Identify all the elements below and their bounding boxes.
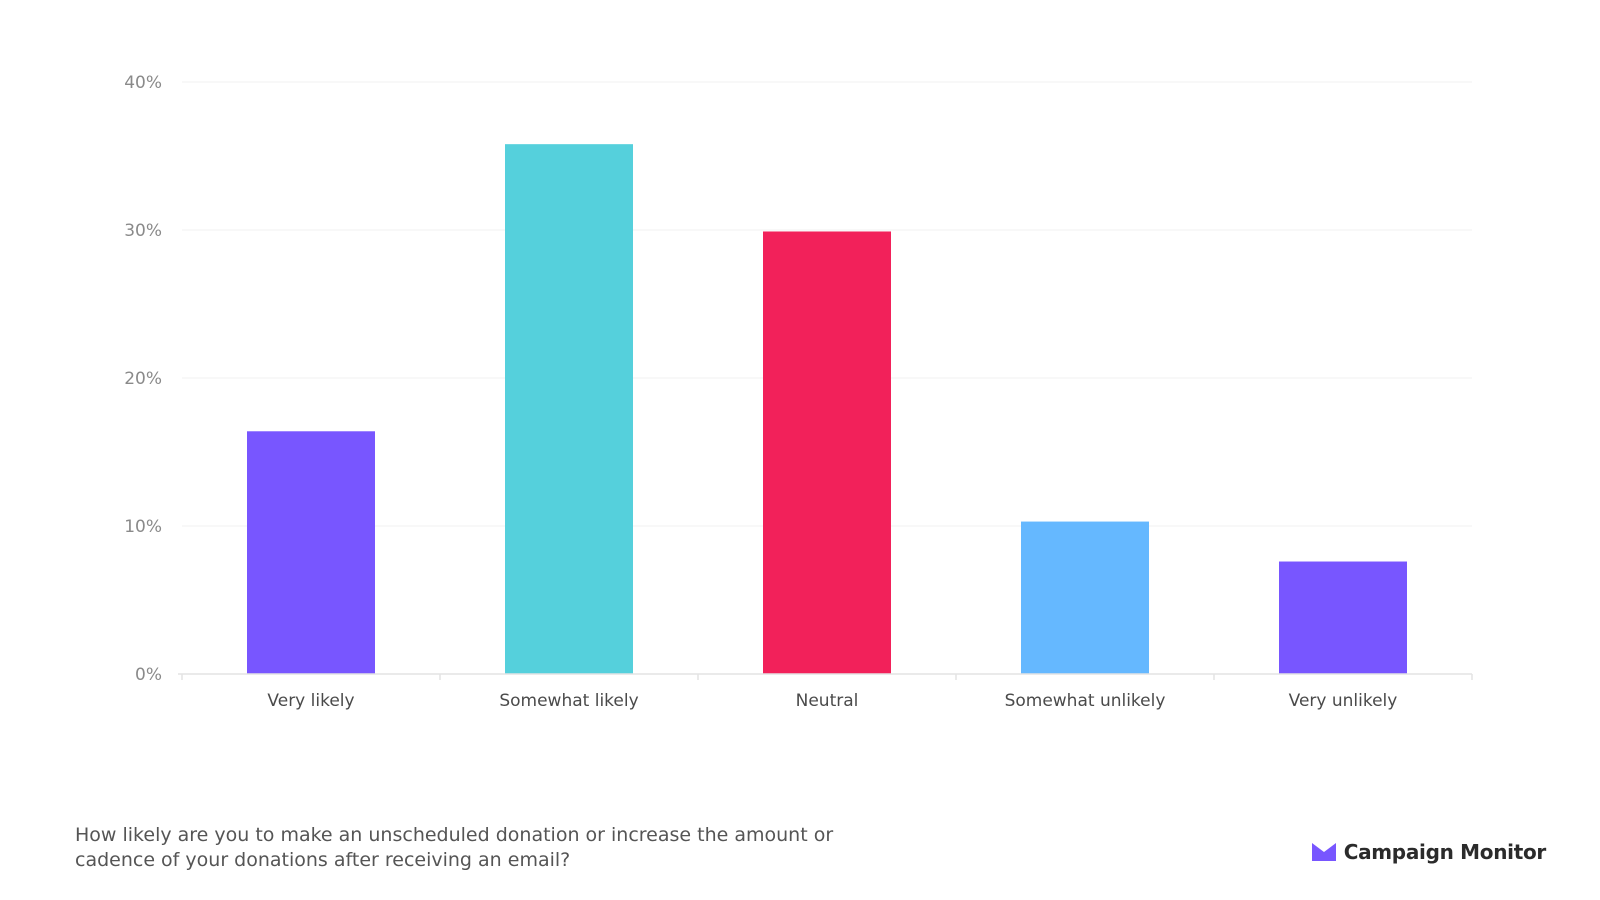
y-tick-label: 0% xyxy=(135,665,162,685)
bar xyxy=(505,144,633,674)
x-category-label: Neutral xyxy=(796,691,859,711)
chart-caption: How likely are you to make an unschedule… xyxy=(75,824,834,871)
bar xyxy=(247,431,375,674)
bar xyxy=(1279,561,1407,674)
x-category-label: Very unlikely xyxy=(1289,691,1398,711)
y-tick-label: 10% xyxy=(124,517,162,537)
x-axis xyxy=(178,673,1473,680)
bars xyxy=(247,144,1407,675)
brand-name: Campaign Monitor xyxy=(1343,840,1547,864)
x-axis-category-labels: Very likely Somewhat likely Neutral Somewha… xyxy=(267,691,1397,711)
bar xyxy=(763,231,891,675)
envelope-logo-icon xyxy=(1311,843,1336,861)
x-category-label: Somewhat likely xyxy=(499,691,638,711)
y-tick-label: 40% xyxy=(124,73,162,93)
x-category-label: Very likely xyxy=(267,691,354,711)
bar-chart: 0% 10% 20% 30% 40% Very likely Somewhat likel… xyxy=(124,73,1473,711)
y-tick-label: 20% xyxy=(124,369,162,389)
y-axis-ticks: 0% 10% 20% 30% 40% xyxy=(124,73,162,685)
x-category-label: Somewhat unlikely xyxy=(1005,691,1166,711)
y-tick-label: 30% xyxy=(124,221,162,241)
brand-logo: Campaign Monitor xyxy=(1311,840,1547,864)
chart-canvas: 0% 10% 20% 30% 40% Very likely Somewhat likel… xyxy=(124,73,1473,711)
bar xyxy=(1021,521,1149,674)
